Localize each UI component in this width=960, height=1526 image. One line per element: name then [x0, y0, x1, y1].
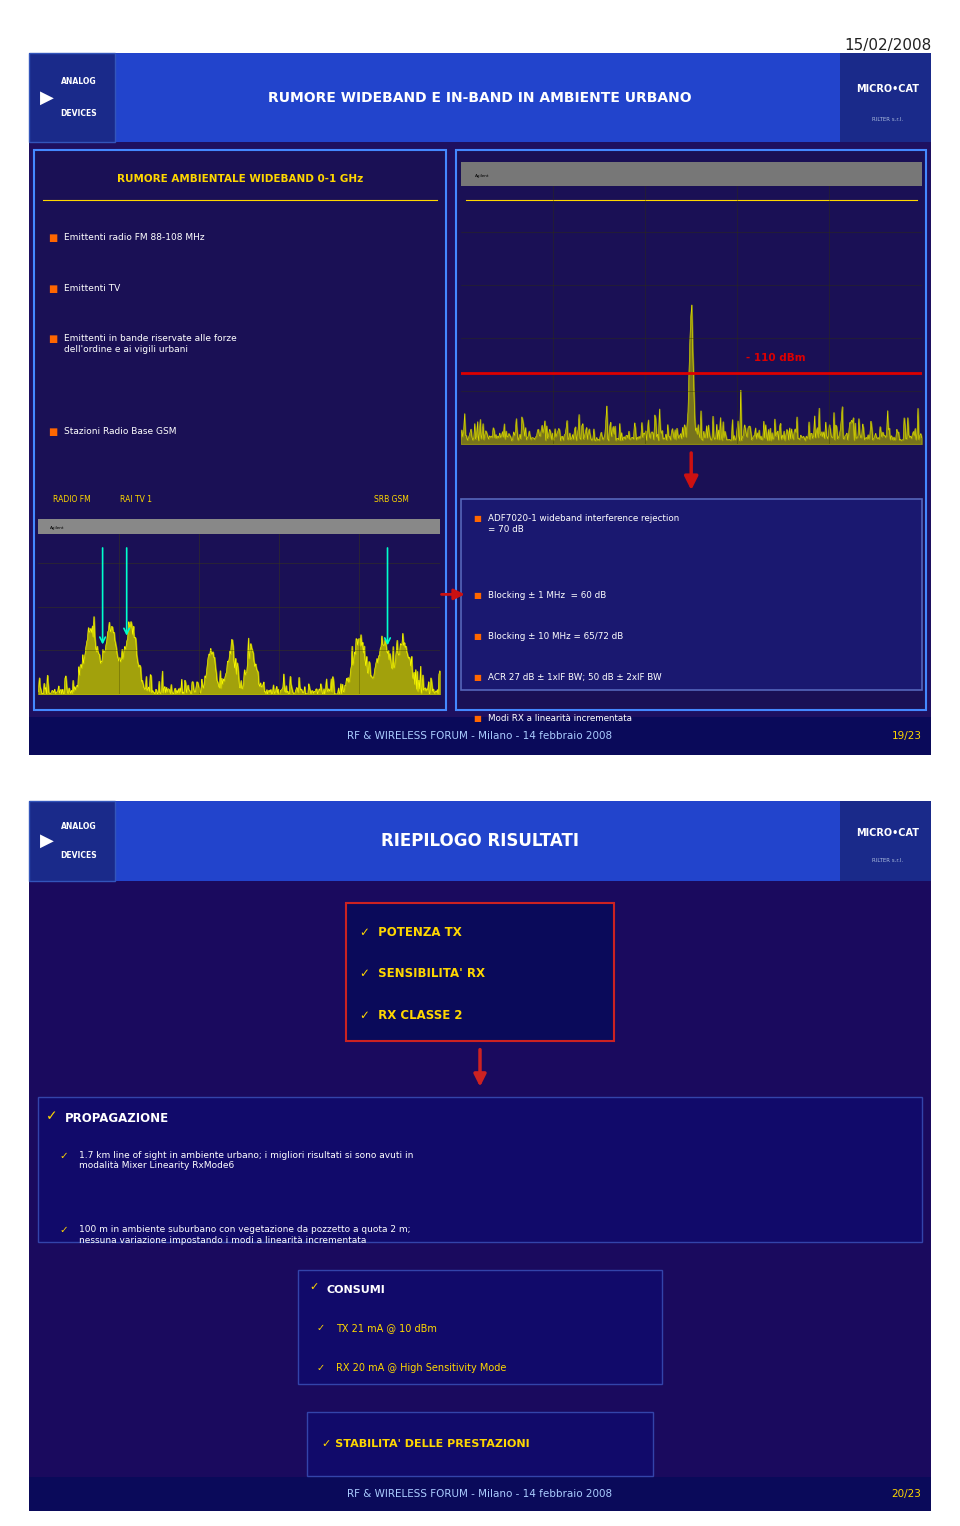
Bar [298, 1270, 662, 1384]
Bar [29, 53, 931, 142]
Text: RIEPILOGO RISULTATI: RIEPILOGO RISULTATI [381, 832, 579, 850]
Text: ■: ■ [473, 714, 481, 723]
Text: 19/23: 19/23 [892, 731, 922, 742]
Text: ACR 27 dB ± 1xIF BW; 50 dB ± 2xIF BW: ACR 27 dB ± 1xIF BW; 50 dB ± 2xIF BW [488, 673, 661, 682]
Text: 20/23: 20/23 [892, 1489, 922, 1499]
Text: PROPAGAZIONE: PROPAGAZIONE [65, 1112, 169, 1126]
Bar [115, 801, 840, 881]
Text: ■: ■ [48, 284, 58, 295]
Text: ■: ■ [48, 334, 58, 345]
Text: MICRO•CAT: MICRO•CAT [856, 829, 920, 838]
Bar [346, 903, 614, 1041]
Text: ✓: ✓ [46, 1109, 58, 1123]
Bar [115, 53, 840, 142]
Text: 1.7 km line of sight in ambiente urbano; i migliori risultati si sono avuti in
m: 1.7 km line of sight in ambiente urbano;… [79, 1151, 413, 1170]
Bar [38, 1097, 922, 1242]
Text: Blocking ± 10 MHz = 65/72 dB: Blocking ± 10 MHz = 65/72 dB [488, 632, 623, 641]
Bar [29, 801, 931, 881]
Text: Agilent: Agilent [51, 525, 65, 530]
Text: RILTER s.r.l.: RILTER s.r.l. [873, 118, 903, 122]
Bar [34, 150, 446, 710]
Bar [29, 1477, 931, 1511]
Text: Stazioni Radio Base GSM: Stazioni Radio Base GSM [64, 427, 177, 436]
Text: ANALOG: ANALOG [60, 78, 96, 87]
Text: ■: ■ [473, 514, 481, 523]
Text: RADIO FM: RADIO FM [53, 494, 90, 504]
Bar [29, 717, 931, 755]
Text: ▶: ▶ [40, 832, 54, 850]
Bar [845, 801, 931, 881]
Text: CONSUMI: CONSUMI [326, 1285, 385, 1296]
Bar [307, 1412, 653, 1476]
Text: RUMORE AMBIENTALE  IN BAND 433 MHz: RUMORE AMBIENTALE IN BAND 433 MHz [571, 174, 811, 185]
Bar [461, 162, 922, 186]
Bar [29, 801, 931, 1511]
Text: ■: ■ [473, 591, 481, 600]
Text: Blocking ± 1 MHz  = 60 dB: Blocking ± 1 MHz = 60 dB [488, 591, 606, 600]
Bar [29, 801, 115, 881]
Text: RILTER s.r.l.: RILTER s.r.l. [873, 858, 903, 864]
Text: ADF7020-1 wideband interference rejection
= 70 dB: ADF7020-1 wideband interference rejectio… [488, 514, 679, 534]
Text: ✓: ✓ [317, 1363, 324, 1373]
Text: MICRO•CAT: MICRO•CAT [856, 84, 920, 93]
Text: RAI TV 1: RAI TV 1 [120, 494, 152, 504]
Bar [29, 53, 115, 142]
Text: SRB GSM: SRB GSM [374, 494, 409, 504]
Text: TX 21 mA @ 10 dBm: TX 21 mA @ 10 dBm [336, 1323, 437, 1334]
Bar [845, 53, 931, 142]
Text: ✓  SENSIBILITA' RX: ✓ SENSIBILITA' RX [360, 967, 485, 981]
Bar [461, 499, 922, 690]
Text: Modi RX a linearità incrementata: Modi RX a linearità incrementata [488, 714, 632, 723]
Text: 100 m in ambiente suburbano con vegetazione da pozzetto a quota 2 m;
nessuna var: 100 m in ambiente suburbano con vegetazi… [79, 1225, 410, 1245]
Text: ■: ■ [48, 233, 58, 244]
Text: Emittenti radio FM 88-108 MHz: Emittenti radio FM 88-108 MHz [64, 233, 204, 243]
Text: ✓: ✓ [317, 1323, 324, 1334]
Text: ■: ■ [48, 427, 58, 438]
Text: RF & WIRELESS FORUM - Milano - 14 febbraio 2008: RF & WIRELESS FORUM - Milano - 14 febbra… [348, 1489, 612, 1499]
Bar [456, 150, 926, 710]
Text: RX 20 mA @ High Sensitivity Mode: RX 20 mA @ High Sensitivity Mode [336, 1363, 506, 1373]
Text: DEVICES: DEVICES [60, 108, 97, 118]
Text: ✓: ✓ [60, 1225, 68, 1236]
Bar [38, 519, 440, 534]
Bar [29, 53, 931, 755]
Text: ✓: ✓ [60, 1151, 68, 1161]
Text: ■: ■ [473, 632, 481, 641]
Text: DEVICES: DEVICES [60, 850, 97, 859]
Text: Agilent: Agilent [474, 174, 490, 179]
Text: ✓ STABILITA' DELLE PRESTAZIONI: ✓ STABILITA' DELLE PRESTAZIONI [322, 1439, 529, 1448]
Text: RUMORE WIDEBAND E IN-BAND IN AMBIENTE URBANO: RUMORE WIDEBAND E IN-BAND IN AMBIENTE UR… [268, 90, 692, 105]
Text: ✓  RX CLASSE 2: ✓ RX CLASSE 2 [360, 1009, 463, 1022]
Text: 15/02/2008: 15/02/2008 [844, 38, 931, 53]
Text: - 110 dBm: - 110 dBm [747, 353, 806, 363]
Text: RUMORE AMBIENTALE WIDEBAND 0-1 GHz: RUMORE AMBIENTALE WIDEBAND 0-1 GHz [117, 174, 363, 185]
Text: Emittenti in bande riservate alle forze
dell'ordine e ai vigili urbani: Emittenti in bande riservate alle forze … [64, 334, 237, 354]
Text: ✓: ✓ [309, 1282, 319, 1293]
Text: ▶: ▶ [40, 89, 54, 107]
Text: ✓  POTENZA TX: ✓ POTENZA TX [360, 926, 462, 940]
Text: RF & WIRELESS FORUM - Milano - 14 febbraio 2008: RF & WIRELESS FORUM - Milano - 14 febbra… [348, 731, 612, 742]
Text: Emittenti TV: Emittenti TV [64, 284, 121, 293]
Text: ANALOG: ANALOG [60, 823, 96, 832]
Text: ■: ■ [473, 673, 481, 682]
